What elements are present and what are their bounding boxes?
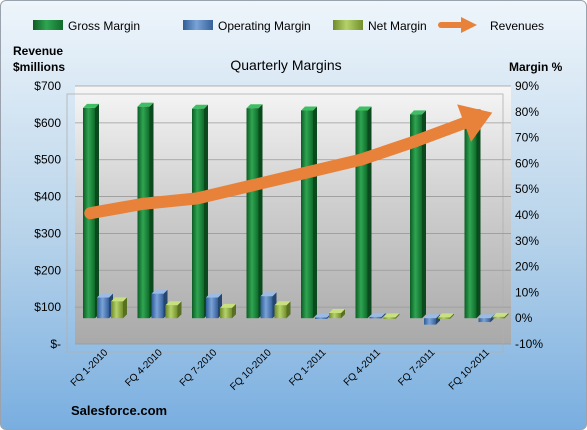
right-tick-label: -10% <box>515 337 543 351</box>
left-tick-label: $500 <box>34 153 61 167</box>
right-axis-title: Margin % <box>509 60 563 74</box>
plot-floor-edge <box>66 93 504 353</box>
category-label: FQ 10-2010 <box>228 347 274 393</box>
category-label: FQ 1-2010 <box>69 347 111 389</box>
left-tick-label: $- <box>50 337 61 351</box>
right-tick-label: 30% <box>515 234 539 248</box>
revenue-arrowhead <box>457 104 493 142</box>
category-label: FQ 4-2010 <box>123 347 165 389</box>
legend-swatch-gross-margin <box>33 20 63 30</box>
net-margin-bar <box>492 312 509 319</box>
net-margin-bar <box>220 303 236 319</box>
revenue-line <box>84 115 476 220</box>
gross-margin-bar <box>355 106 372 319</box>
chart-title: Quarterly Margins <box>230 57 341 73</box>
right-tick-label: 0% <box>515 311 533 325</box>
category-axis: FQ 1-2010 FQ 4-2010 FQ 7-2010 FQ 10-2010 FQ … <box>69 347 492 393</box>
right-tick-label: 90% <box>515 79 539 93</box>
gross-margin-bar <box>410 110 426 319</box>
left-axis-title-line1: Revenue <box>13 44 63 58</box>
gross-margin-bar <box>464 109 481 319</box>
legend-label-revenues: Revenues <box>490 19 544 33</box>
gross-margin-bar <box>301 106 317 319</box>
category-label: FQ 7-2010 <box>178 347 220 389</box>
operating-margin-bar <box>97 293 113 319</box>
left-axis-ticks: $- $100 $200 $300 $400 $500 $600 $700 <box>34 79 61 351</box>
left-axis-title-line2: $millions <box>13 60 65 74</box>
operating-margin-bar <box>369 312 386 319</box>
revenue-point <box>305 171 308 174</box>
revenue-point <box>196 197 199 200</box>
gross-margin-bar <box>192 104 208 319</box>
gross-margin-bar <box>246 104 263 319</box>
left-tick-label: $400 <box>34 190 61 204</box>
category-label: FQ 4-2011 <box>342 347 383 388</box>
revenue-point <box>141 202 144 205</box>
net-margin-bar <box>111 297 127 319</box>
right-axis-ticks: -10% 0% 10% 20% 30% 40% 50% 60% 70% 80% 90% <box>515 79 543 351</box>
legend: Gross Margin Operating Margin Net Margin… <box>33 17 544 33</box>
category-label: FQ 7-2011 <box>396 347 437 388</box>
legend-swatch-revenues <box>438 17 477 33</box>
left-tick-label: $300 <box>34 226 61 240</box>
left-tick-label: $700 <box>34 79 61 93</box>
right-tick-label: 40% <box>515 208 539 222</box>
left-tick-label: $100 <box>34 300 61 314</box>
source-label: Salesforce.com <box>71 403 167 418</box>
revenue-point <box>414 140 417 143</box>
operating-margin-bar <box>151 289 168 319</box>
legend-label-gross-margin: Gross Margin <box>68 19 140 33</box>
category-label: FQ 10-2011 <box>447 347 492 392</box>
revenue-point <box>250 184 253 187</box>
legend-label-operating-margin: Operating Margin <box>218 19 311 33</box>
right-tick-label: 10% <box>515 285 539 299</box>
revenue-point <box>359 158 362 161</box>
gross-margin-bar <box>137 102 154 319</box>
net-margin-bar <box>438 313 454 319</box>
operating-margin-bar <box>260 292 277 319</box>
right-tick-label: 20% <box>515 260 539 274</box>
revenue-point <box>468 120 471 123</box>
right-tick-label: 50% <box>515 182 539 196</box>
right-tick-label: 60% <box>515 156 539 170</box>
left-tick-label: $200 <box>34 263 61 277</box>
legend-swatch-operating-margin <box>183 20 213 30</box>
revenue-arrow-series <box>84 104 493 220</box>
right-tick-label: 70% <box>515 131 539 145</box>
legend-swatch-net-margin <box>333 20 363 30</box>
revenue-point <box>89 212 92 215</box>
net-margin-bar <box>383 313 400 319</box>
operating-margin-bar <box>206 293 222 319</box>
legend-label-net-margin: Net Margin <box>368 19 427 33</box>
category-label: FQ 1-2011 <box>287 347 328 388</box>
net-margin-bar <box>274 301 291 319</box>
net-margin-bar <box>165 301 182 319</box>
right-tick-label: 80% <box>515 105 539 119</box>
net-margin-bar <box>329 309 345 319</box>
left-tick-label: $600 <box>34 116 61 130</box>
